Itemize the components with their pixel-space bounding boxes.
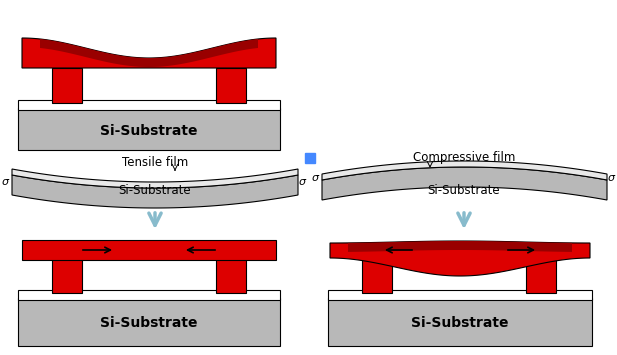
- Bar: [18, 108, 280, 150]
- Text: $\sigma$: $\sigma$: [299, 177, 308, 187]
- Bar: [526, 258, 556, 293]
- Bar: [362, 258, 392, 293]
- Bar: [328, 298, 592, 346]
- Text: Si-Substrate: Si-Substrate: [412, 316, 509, 330]
- Polygon shape: [22, 38, 276, 68]
- Text: Si-Substrate: Si-Substrate: [428, 184, 500, 197]
- Polygon shape: [322, 167, 607, 200]
- Bar: [216, 258, 246, 293]
- Bar: [18, 298, 280, 346]
- Text: Si-Substrate: Si-Substrate: [100, 316, 198, 330]
- Text: $\sigma$: $\sigma$: [312, 173, 321, 183]
- Polygon shape: [40, 39, 258, 67]
- Bar: [18, 100, 280, 110]
- Bar: [52, 258, 82, 293]
- Polygon shape: [12, 175, 298, 208]
- Polygon shape: [322, 161, 607, 180]
- Polygon shape: [330, 241, 590, 276]
- Bar: [328, 290, 592, 300]
- Bar: [22, 240, 276, 260]
- Polygon shape: [12, 169, 298, 188]
- Text: $\sigma$: $\sigma$: [1, 177, 10, 187]
- Text: Tensile film: Tensile film: [122, 157, 188, 169]
- Bar: [216, 68, 246, 103]
- Text: $\sigma$: $\sigma$: [607, 173, 616, 183]
- Text: Si-Substrate: Si-Substrate: [118, 185, 191, 197]
- Bar: [18, 290, 280, 300]
- Text: Compressive film: Compressive film: [413, 152, 515, 164]
- Polygon shape: [348, 241, 572, 252]
- Text: Si-Substrate: Si-Substrate: [100, 124, 198, 138]
- Bar: [52, 68, 82, 103]
